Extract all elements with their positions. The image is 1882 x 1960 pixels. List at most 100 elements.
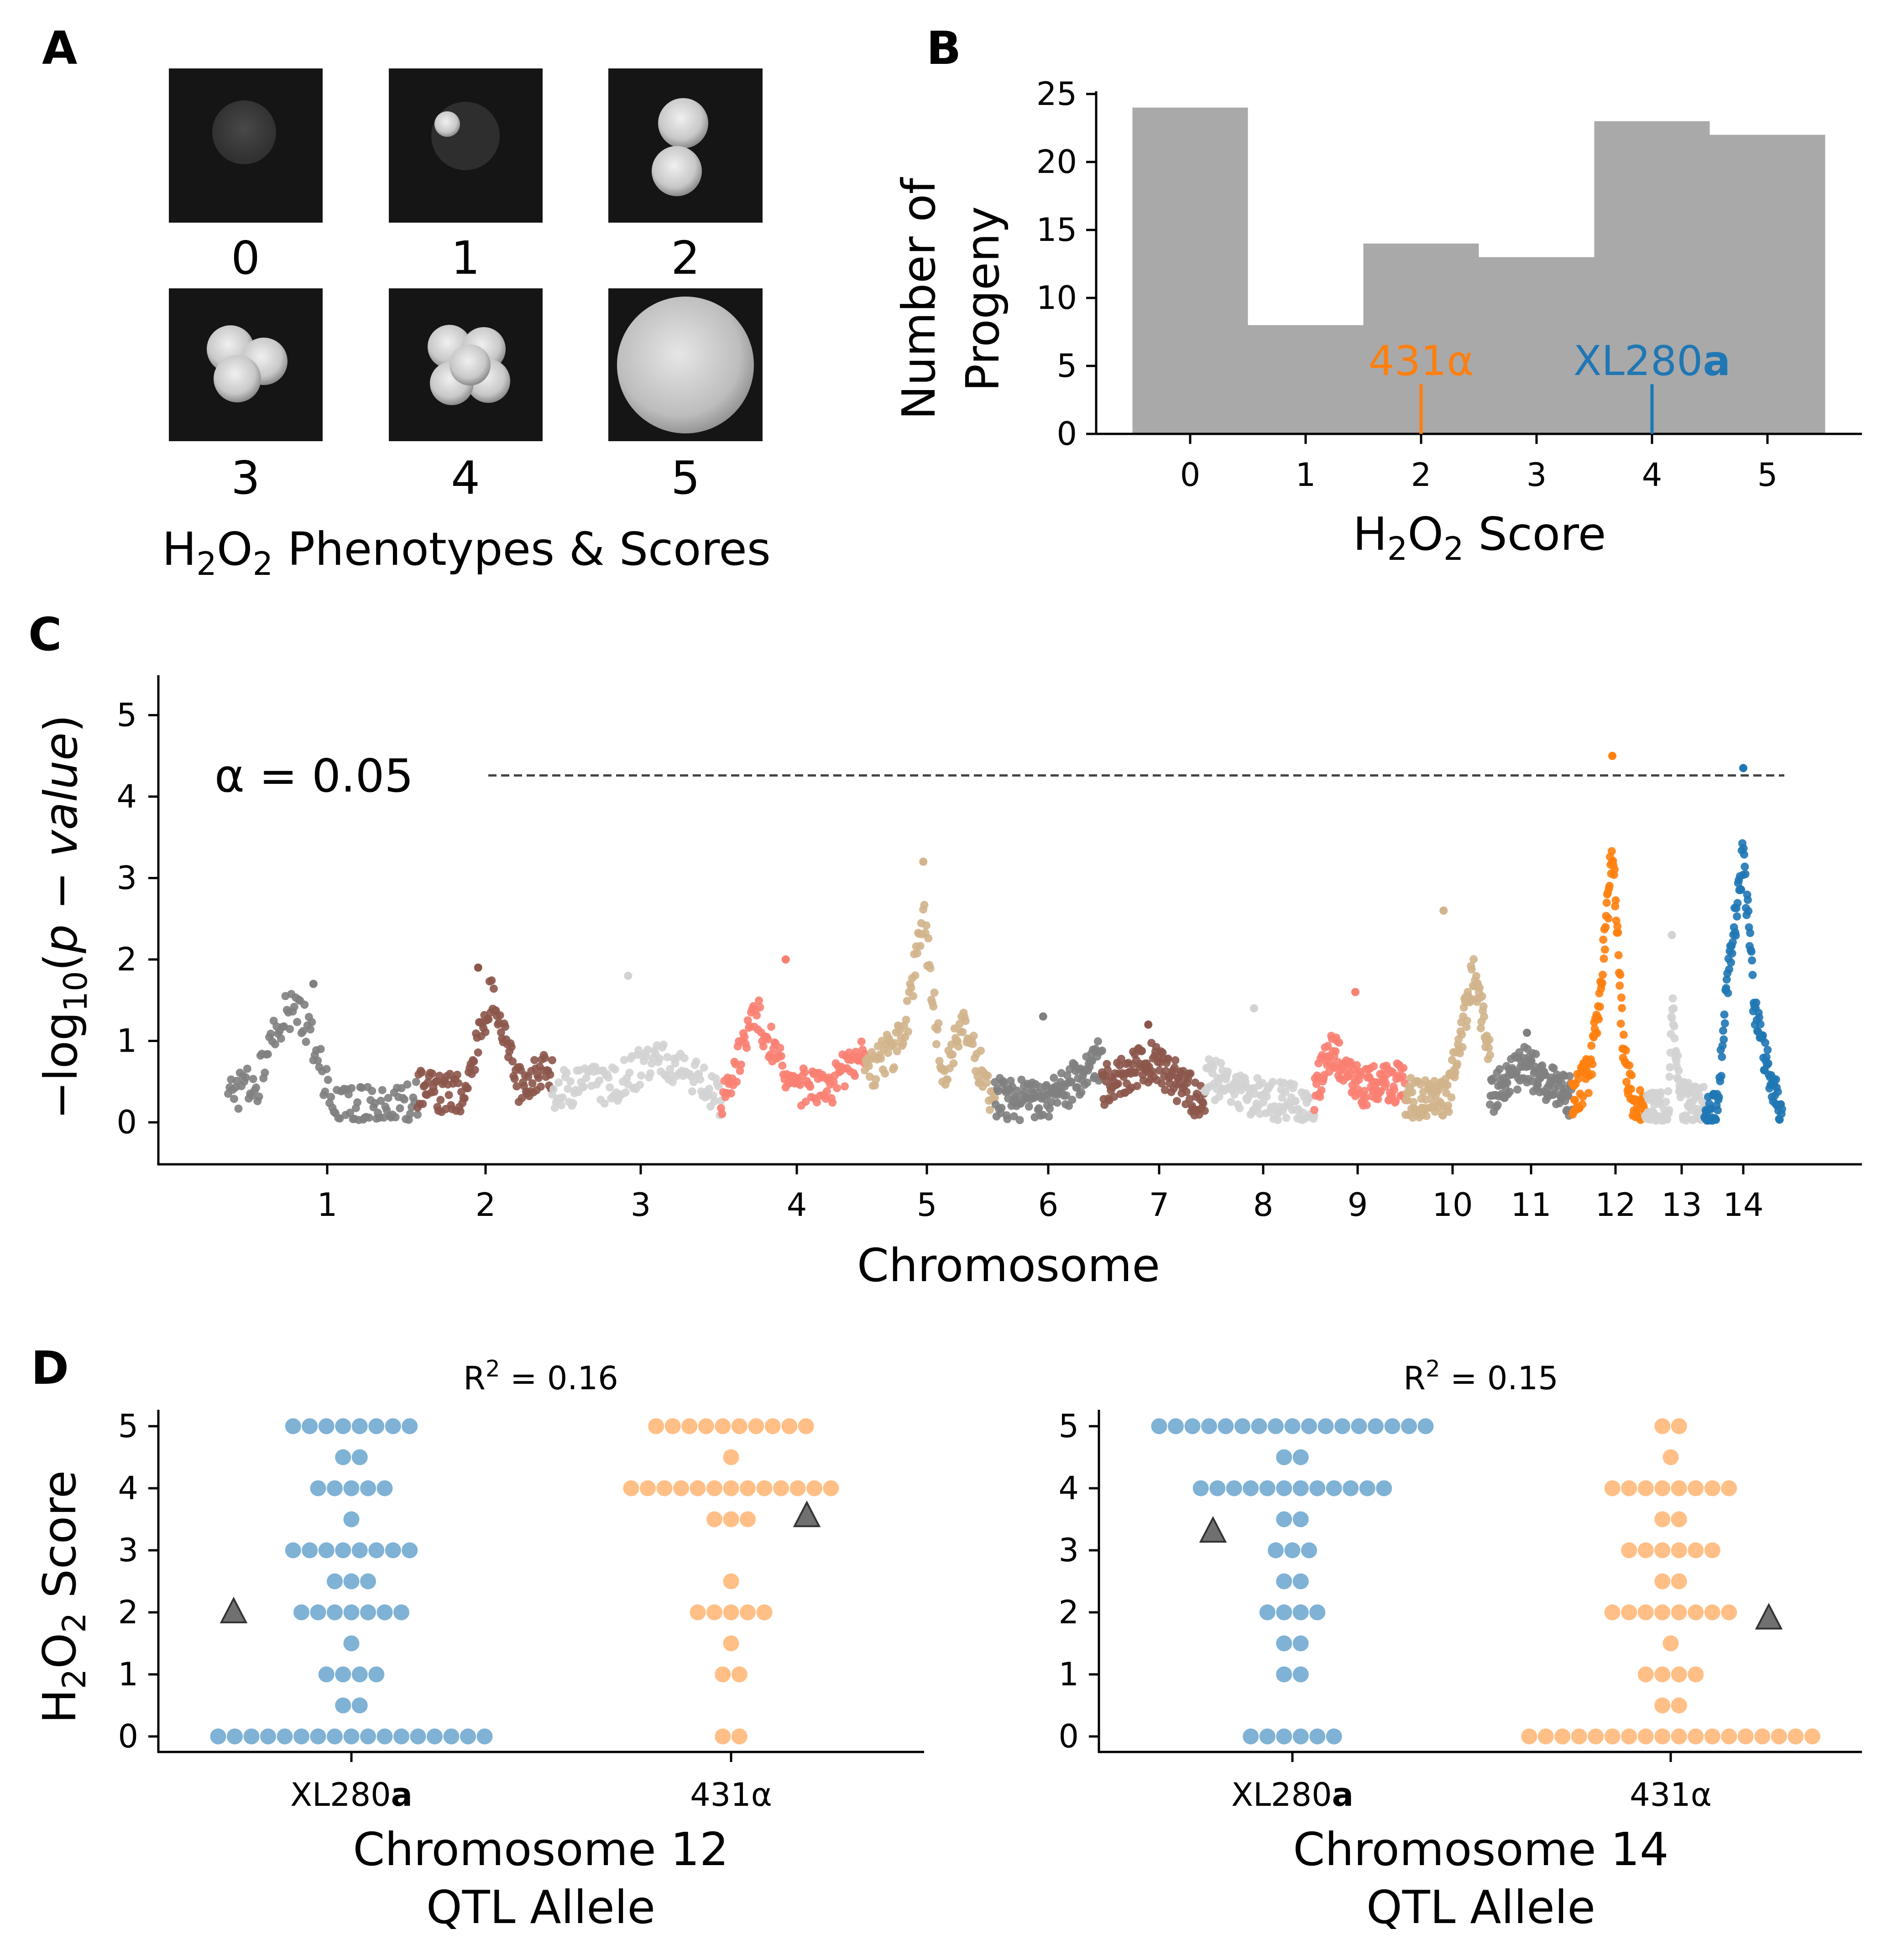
parent-431-label: 431α	[1368, 337, 1474, 385]
swarm-point-431	[1688, 1728, 1704, 1745]
manhattan-point-chr6	[1025, 1102, 1033, 1111]
manhattan-point-chr14	[1763, 1046, 1772, 1054]
manhattan-point-chr1	[391, 1113, 400, 1121]
manhattan-point-chr2	[501, 1022, 510, 1031]
manhattan-point-chr5	[983, 1071, 992, 1080]
swarm-point-431	[1704, 1480, 1720, 1496]
manhattan-point-chr14	[1726, 958, 1735, 967]
manhattan-point-chr10	[1479, 1002, 1488, 1011]
swarm-point-xl280a	[1276, 1728, 1292, 1745]
swarm-point-xl280a	[351, 1697, 368, 1714]
swarm-point-xl280a	[376, 1604, 393, 1621]
swarm-point-431	[1671, 1728, 1687, 1745]
manhattan-point-chr5	[881, 1069, 889, 1078]
manhattan-point-chr3	[696, 1075, 705, 1084]
manhattan-peak-chr8	[1250, 1004, 1258, 1013]
manhattan-point-chr2	[536, 1082, 545, 1091]
swarm-point-431	[731, 1666, 748, 1683]
manhattan-point-chr7	[1186, 1069, 1195, 1078]
swarm-point-431	[1788, 1728, 1804, 1745]
manhattan-point-chr12	[1588, 1070, 1596, 1079]
swarm-point-431	[1621, 1604, 1637, 1621]
manhattan-point-chr3	[637, 1071, 646, 1080]
manhattan-point-chr12	[1616, 1019, 1625, 1028]
manhattan-point-chr8	[1258, 1079, 1267, 1087]
swarm-point-xl280a	[1359, 1480, 1375, 1496]
manhattan-point-chr14	[1740, 850, 1748, 859]
swarm-point-xl280a	[310, 1604, 326, 1621]
manhattan-point-chr3	[569, 1099, 577, 1107]
swarm-point-431	[723, 1573, 739, 1590]
manhattan-point-chr4	[832, 1084, 841, 1093]
swarm-point-431	[740, 1511, 756, 1527]
parent-xl280-label: XL280a	[1574, 337, 1730, 385]
manhattan-point-chr10	[1422, 1112, 1431, 1121]
manhattan-point-chr14	[1728, 949, 1736, 958]
manhattan-point-chr5	[903, 996, 911, 1005]
swarm-point-xl280a	[335, 1666, 351, 1683]
manhattan-point-chr12	[1613, 922, 1622, 931]
swarm-point-xl280a	[1417, 1418, 1434, 1434]
manhattan-point-chr3	[582, 1074, 591, 1082]
swarm-point-xl280a	[1192, 1480, 1209, 1496]
histogram-bar-1	[1248, 325, 1364, 434]
r2-chrom12: R2 = 0.16	[463, 1355, 618, 1397]
manhattan-point-chr5	[991, 1094, 999, 1102]
manhattan-peak-chr1	[309, 980, 318, 988]
manhattan-point-chr14	[1747, 947, 1756, 956]
swarm-point-431	[1721, 1728, 1737, 1745]
manhattan-point-chr1	[290, 1002, 298, 1011]
manhattan-point-chr11	[1549, 1064, 1558, 1073]
swarm-point-xl280a	[476, 1728, 493, 1745]
manhattan-point-chr5	[977, 1047, 985, 1055]
manhattan-peak-chr11	[1523, 1028, 1531, 1037]
manhattan-point-chr4	[718, 1110, 727, 1118]
manhattan-point-chr14	[1762, 1053, 1771, 1061]
swarm-point-xl280a	[1201, 1418, 1217, 1434]
phenotype-image-1	[389, 68, 543, 223]
manhattan-point-chr6	[1067, 1078, 1076, 1087]
swarm-point-431	[1688, 1480, 1704, 1496]
manhattan-point-chr3	[634, 1046, 643, 1054]
swarm-point-431	[690, 1604, 706, 1621]
swarm-point-xl280a	[402, 1418, 418, 1434]
manhattan-point-chr6	[997, 1104, 1006, 1112]
manhattan-point-chr10	[1486, 1051, 1494, 1059]
swarm-point-431	[1654, 1697, 1671, 1714]
manhattan-point-chr13	[1674, 1066, 1683, 1075]
swarm-point-431	[1654, 1480, 1671, 1496]
manhattan-point-chr13	[1663, 1115, 1672, 1124]
swarm-point-xl280a	[410, 1728, 426, 1745]
swarm-point-xl280a	[260, 1728, 276, 1745]
manhattan-point-chr14	[1720, 1035, 1728, 1044]
manhattan-point-chr3	[564, 1084, 572, 1093]
manhattan-point-chr1	[314, 1056, 322, 1065]
manhattan-ylabel: −log10(p − value)	[34, 714, 94, 1119]
manhattan-point-chr1	[299, 1027, 308, 1036]
swarm-point-xl280a	[427, 1728, 443, 1745]
swarm-point-431	[1688, 1542, 1704, 1559]
manhattan-point-chr5	[926, 964, 935, 973]
swarm-point-xl280a	[443, 1728, 460, 1745]
manhattan-point-chr12	[1595, 1002, 1604, 1011]
swarm-point-431	[781, 1418, 798, 1434]
histogram-ylabel-line1: Number of	[892, 177, 946, 420]
manhattan-point-chr9	[1360, 1087, 1369, 1095]
swarm-point-xl280a	[1184, 1418, 1201, 1434]
swarm-point-431	[664, 1418, 681, 1434]
manhattan-point-chr2	[418, 1100, 427, 1108]
swarm-ytick-label: 0	[118, 1718, 138, 1755]
manhattan-ytick-label: 5	[116, 697, 137, 734]
manhattan-point-chr10	[1480, 1012, 1489, 1021]
manhattan-point-chr6	[1062, 1091, 1071, 1100]
swarm-point-431	[1571, 1728, 1587, 1745]
manhattan-point-chr3	[714, 1082, 723, 1091]
manhattan-point-chr1	[397, 1084, 406, 1093]
manhattan-point-chr12	[1578, 1100, 1587, 1109]
swarm-point-431	[1771, 1728, 1787, 1745]
manhattan-point-chr14	[1778, 1105, 1786, 1113]
swarm-point-xl280a	[1351, 1418, 1367, 1434]
manhattan-point-chr1	[263, 1050, 272, 1058]
manhattan-point-chr9	[1323, 1042, 1332, 1050]
